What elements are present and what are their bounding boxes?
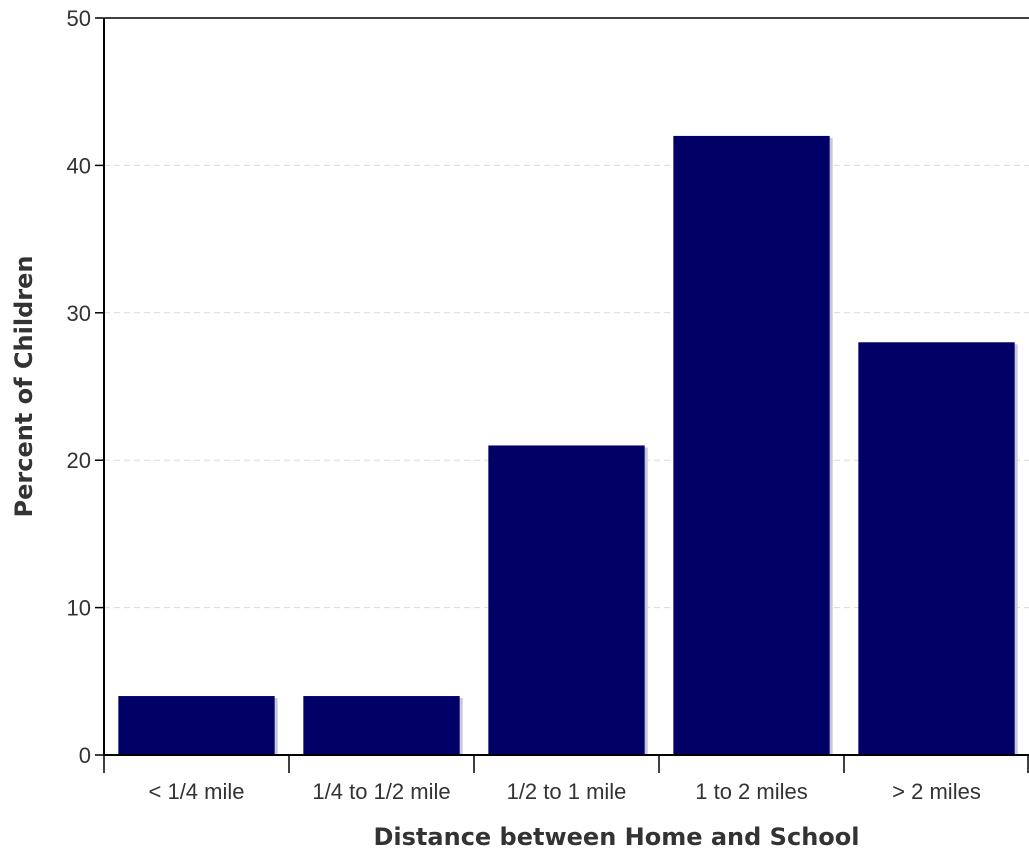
x-tick-label: > 2 miles bbox=[892, 779, 981, 804]
bar bbox=[303, 696, 460, 755]
bar bbox=[488, 445, 645, 755]
axes bbox=[103, 17, 1029, 756]
x-tick-label: 1/2 to 1 mile bbox=[507, 779, 627, 804]
bar bbox=[673, 135, 830, 756]
x-tick-label: < 1/4 mile bbox=[149, 779, 245, 804]
y-tick-label: 40 bbox=[67, 153, 91, 178]
y-axis-title: Percent of Children bbox=[10, 256, 38, 518]
x-axis-title: Distance between Home and School bbox=[374, 823, 860, 851]
bar bbox=[118, 696, 275, 755]
y-tick-label: 10 bbox=[67, 596, 91, 621]
bar bbox=[858, 342, 1015, 755]
y-axis-ticks: 0 10 20 30 40 50 bbox=[67, 6, 104, 768]
y-tick-label: 20 bbox=[67, 448, 91, 473]
bars bbox=[118, 135, 1018, 756]
x-tick-label: 1 to 2 miles bbox=[695, 779, 808, 804]
y-tick-label: 30 bbox=[67, 301, 91, 326]
y-tick-label: 0 bbox=[79, 743, 91, 768]
x-axis-ticks: < 1/4 mile 1/4 to 1/2 mile 1/2 to 1 mile 1 … bbox=[103, 755, 1029, 804]
y-tick-label: 50 bbox=[67, 6, 91, 31]
x-tick-label: 1/4 to 1/2 mile bbox=[312, 779, 450, 804]
